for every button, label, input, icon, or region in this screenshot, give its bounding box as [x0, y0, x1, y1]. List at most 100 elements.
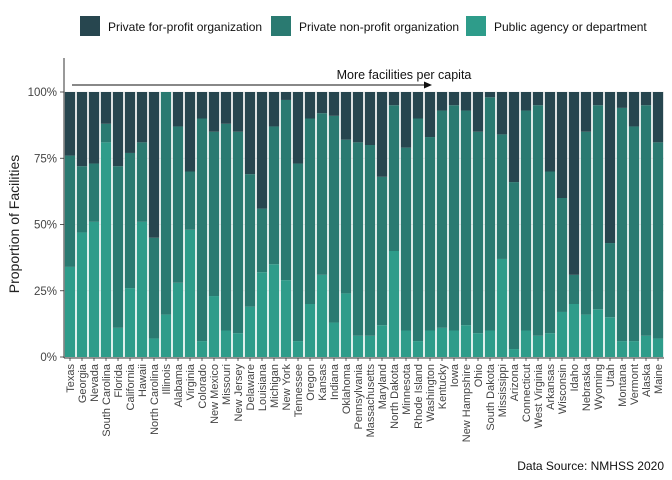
bar-segment: [424, 92, 436, 138]
y-tick-label: 0%: [40, 352, 57, 364]
bar-segment: [304, 118, 316, 304]
bar-segment: [100, 123, 112, 143]
bar-segment: [604, 243, 616, 318]
bar-segment: [100, 92, 112, 124]
bar-segment: [436, 110, 448, 328]
bar-segment: [460, 92, 472, 111]
bar-segment: [508, 349, 520, 357]
x-tick-label: New Jersey: [233, 364, 245, 422]
bar-segment: [328, 115, 340, 323]
bar-segment: [352, 335, 364, 357]
bar-segment: [184, 92, 196, 172]
bar-segment: [352, 92, 364, 143]
x-tick-label: Maryland: [377, 364, 389, 409]
bar-segment: [460, 110, 472, 326]
bar-segment: [448, 330, 460, 357]
bar-segment: [616, 107, 628, 342]
bar-segment: [592, 92, 604, 106]
bar-segment: [352, 142, 364, 336]
x-tick-label: Nevada: [89, 363, 101, 402]
bar-segment: [628, 126, 640, 342]
bar-segment: [112, 327, 124, 357]
x-tick-label: Oklahoma: [341, 363, 353, 414]
x-tick-label: West Virginia: [533, 363, 545, 428]
bar-segment: [376, 92, 388, 177]
x-tick-label: South Carolina: [101, 363, 113, 437]
bar-segment: [448, 105, 460, 331]
bar-segment: [172, 126, 184, 283]
bar-segment: [544, 333, 556, 357]
bar-segment: [412, 341, 424, 357]
bar-segment: [652, 92, 664, 143]
bar-segment: [580, 131, 592, 315]
bar-segment: [544, 171, 556, 334]
x-axis: Texas Georgia Nevada South Carolina Florida C…: [64, 357, 665, 442]
bar-segment: [376, 325, 388, 357]
bar-segment: [124, 288, 136, 357]
x-tick-label: Illinois: [161, 364, 173, 395]
bar-segment: [172, 282, 184, 357]
bar-segment: [388, 92, 400, 106]
bar-segment: [340, 139, 352, 294]
bar-segment: [436, 92, 448, 111]
x-tick-label: Oregon: [305, 364, 317, 401]
bar-segment: [280, 280, 292, 357]
bar-segment: [328, 322, 340, 357]
x-tick-label: Massachusetts: [365, 364, 377, 438]
x-tick-label: Washington: [425, 364, 437, 422]
x-tick-label: Nebraska: [581, 363, 593, 411]
bar-segment: [148, 237, 160, 339]
y-axis-label: Proportion of Facilities: [6, 155, 22, 294]
bar-segment: [532, 105, 544, 336]
x-tick-label: Wyoming: [593, 364, 605, 410]
bar-segment: [244, 92, 256, 175]
x-tick-label: Ohio: [473, 364, 485, 387]
x-tick-label: Montana: [617, 363, 629, 407]
bar-segment: [292, 163, 304, 342]
bar-segment: [316, 113, 328, 275]
x-tick-label: Pennsylvania: [353, 363, 365, 429]
bar-segment: [616, 92, 628, 108]
bar-segment: [112, 166, 124, 328]
bar-segment: [472, 92, 484, 132]
x-tick-label: Virginia: [185, 363, 197, 400]
bar-segment: [244, 306, 256, 357]
bar-segment: [532, 335, 544, 357]
bar-segment: [64, 266, 76, 357]
bar-segment: [424, 330, 436, 357]
bars: [64, 92, 664, 357]
x-tick-label: Arizona: [509, 363, 521, 401]
bar-segment: [196, 118, 208, 342]
bar-segment: [172, 92, 184, 127]
x-tick-label: Colorado: [197, 364, 209, 409]
bar-segment: [196, 341, 208, 357]
bar-segment: [592, 309, 604, 357]
bar-segment: [208, 296, 220, 357]
legend-label: Private non-profit organization: [299, 20, 459, 34]
bar-segment: [652, 142, 664, 339]
bar-segment: [268, 92, 280, 127]
bar-segment: [160, 92, 172, 315]
bar-segment: [88, 163, 100, 222]
bar-segment: [604, 317, 616, 357]
bar-segment: [76, 166, 88, 233]
x-tick-label: North Dakota: [389, 363, 401, 429]
bar-segment: [412, 118, 424, 342]
x-tick-label: Missouri: [221, 364, 233, 405]
bar-segment: [484, 97, 496, 331]
bar-segment: [520, 330, 532, 357]
x-tick-label: New York: [281, 364, 293, 411]
bar-segment: [364, 92, 376, 145]
x-tick-label: Kansas: [317, 364, 329, 401]
bar-segment: [568, 274, 580, 304]
x-tick-label: New Hampshire: [461, 364, 473, 442]
bar-segment: [508, 92, 520, 183]
bar-segment: [220, 330, 232, 357]
bar-segment: [400, 147, 412, 331]
bar-segment: [88, 92, 100, 164]
y-tick-label: 25%: [34, 286, 57, 298]
x-tick-label: Mississippi: [497, 364, 509, 417]
bar-segment: [184, 229, 196, 357]
bar-segment: [136, 221, 148, 357]
bar-segment: [232, 333, 244, 357]
